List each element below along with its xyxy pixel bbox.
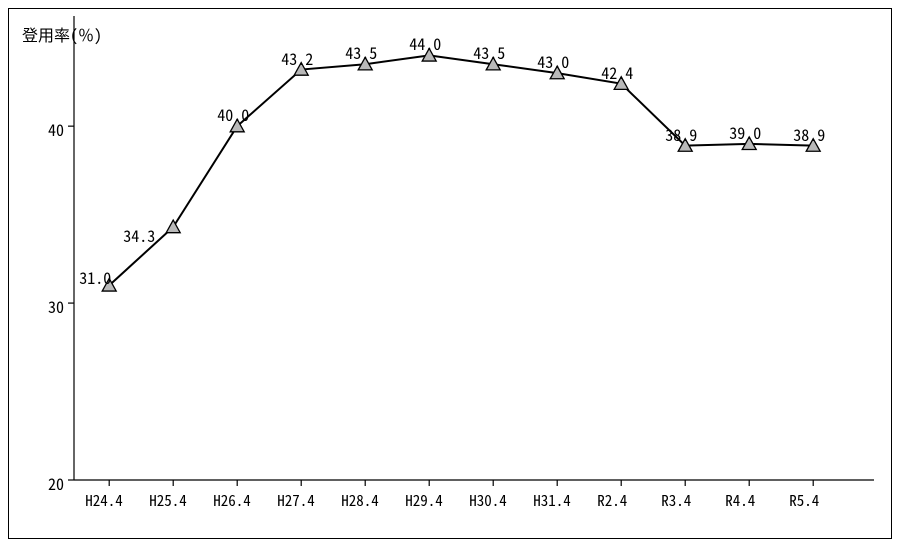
data-label: 34.3 bbox=[123, 223, 155, 247]
x-tick-label: R4.4 bbox=[725, 490, 755, 511]
x-tick-label: R2.4 bbox=[597, 490, 627, 511]
y-tick-label: 20 bbox=[48, 471, 64, 495]
x-tick-label: H28.4 bbox=[341, 490, 379, 511]
y-tick-label: 40 bbox=[48, 117, 64, 141]
y-tick-label: 30 bbox=[48, 294, 64, 318]
data-label: 42.4 bbox=[601, 60, 633, 84]
data-label: 39.0 bbox=[729, 120, 761, 144]
data-label: 43.2 bbox=[281, 46, 313, 70]
data-label: 38.9 bbox=[665, 122, 697, 146]
data-label: 40.0 bbox=[217, 102, 249, 126]
x-tick-label: H31.4 bbox=[533, 490, 571, 511]
x-tick-label: H29.4 bbox=[405, 490, 443, 511]
x-tick-label: H24.4 bbox=[85, 490, 123, 511]
data-label: 31.0 bbox=[79, 265, 111, 289]
x-tick-label: H25.4 bbox=[149, 490, 187, 511]
x-tick-label: R5.4 bbox=[789, 490, 819, 511]
data-label: 38.9 bbox=[793, 122, 825, 146]
data-label: 43.0 bbox=[537, 49, 569, 73]
x-tick-label: R3.4 bbox=[661, 490, 691, 511]
x-tick-label: H27.4 bbox=[277, 490, 315, 511]
x-tick-label: H26.4 bbox=[213, 490, 251, 511]
data-label: 43.5 bbox=[345, 40, 377, 64]
data-label: 43.5 bbox=[473, 40, 505, 64]
data-label: 44.0 bbox=[409, 31, 441, 55]
chart-svg bbox=[0, 0, 900, 547]
x-tick-label: H30.4 bbox=[469, 490, 507, 511]
